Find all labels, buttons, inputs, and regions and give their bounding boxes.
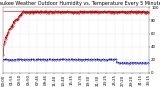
Title: Milwaukee Weather Outdoor Humidity vs. Temperature Every 5 Minutes: Milwaukee Weather Outdoor Humidity vs. T… bbox=[0, 1, 160, 6]
